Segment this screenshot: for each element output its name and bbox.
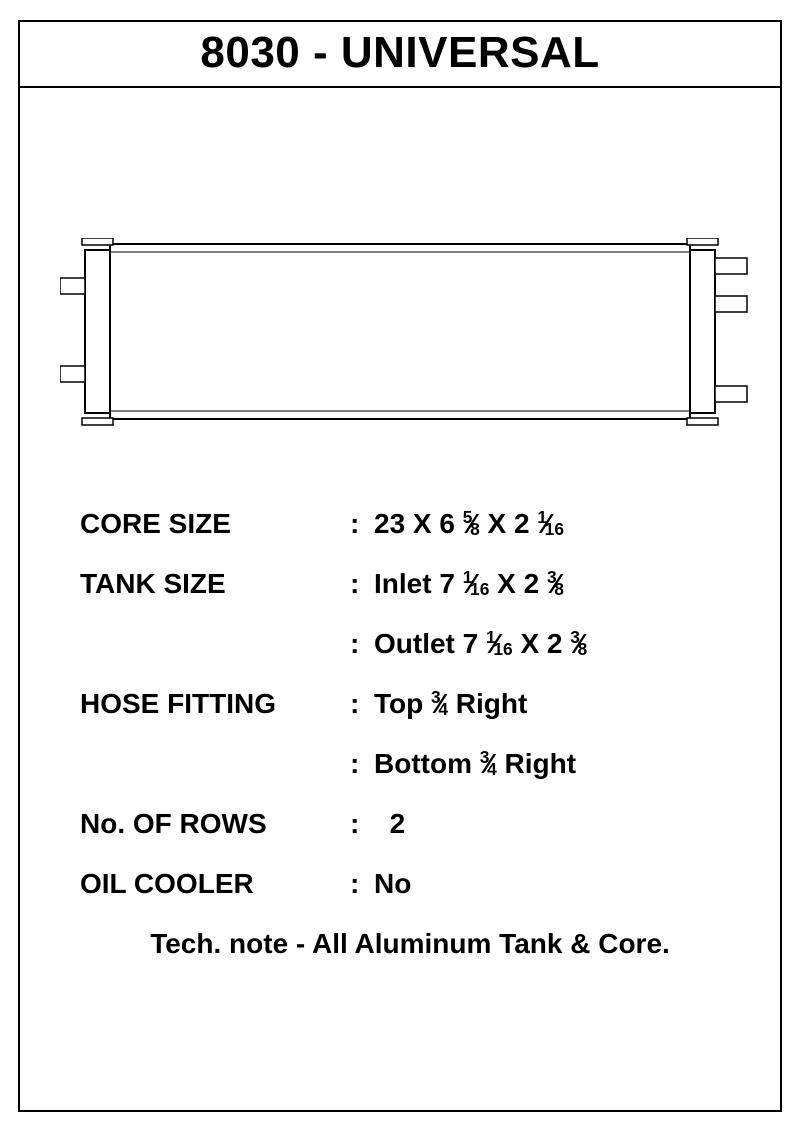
spec-value: 2 [374,808,740,840]
spec-label: No. OF ROWS [80,808,350,840]
colon: : [350,628,374,660]
spec-label: CORE SIZE [80,508,350,540]
colon: : [350,868,374,900]
spec-value: Bottom 3⁄4 Right [374,748,740,780]
spec-row-hose-bottom: : Bottom 3⁄4 Right [80,748,740,780]
colon: : [350,688,374,720]
tech-note: Tech. note - All Aluminum Tank & Core. [80,928,740,960]
title-bar: 8030 - UNIVERSAL [20,22,780,88]
spec-value: 23 X 6 5⁄8 X 2 1⁄16 [374,508,740,540]
spec-value: Inlet 7 1⁄16 X 2 3⁄8 [374,568,740,600]
specs-section: CORE SIZE : 23 X 6 5⁄8 X 2 1⁄16 TANK SIZ… [20,508,780,960]
spec-value: Top 3⁄4 Right [374,688,740,720]
colon: : [350,508,374,540]
colon: : [350,748,374,780]
spec-row-rows: No. OF ROWS : 2 [80,808,740,840]
diagram-area [20,88,780,508]
colon: : [350,568,374,600]
spec-row-core-size: CORE SIZE : 23 X 6 5⁄8 X 2 1⁄16 [80,508,740,540]
spec-label: TANK SIZE [80,568,350,600]
spec-row-tank-outlet: : Outlet 7 1⁄16 X 2 3⁄8 [80,628,740,660]
spec-row-tank-inlet: TANK SIZE : Inlet 7 1⁄16 X 2 3⁄8 [80,568,740,600]
colon: : [350,808,374,840]
spec-row-hose-top: HOSE FITTING : Top 3⁄4 Right [80,688,740,720]
spec-label: HOSE FITTING [80,688,350,720]
spec-label: OIL COOLER [80,868,350,900]
spec-sheet-frame: 8030 - UNIVERSAL [18,20,782,1112]
spec-value: Outlet 7 1⁄16 X 2 3⁄8 [374,628,740,660]
product-title: 8030 - UNIVERSAL [200,28,599,77]
spec-row-oil-cooler: OIL COOLER : No [80,868,740,900]
spec-value: No [374,868,740,900]
radiator-diagram [60,238,750,428]
